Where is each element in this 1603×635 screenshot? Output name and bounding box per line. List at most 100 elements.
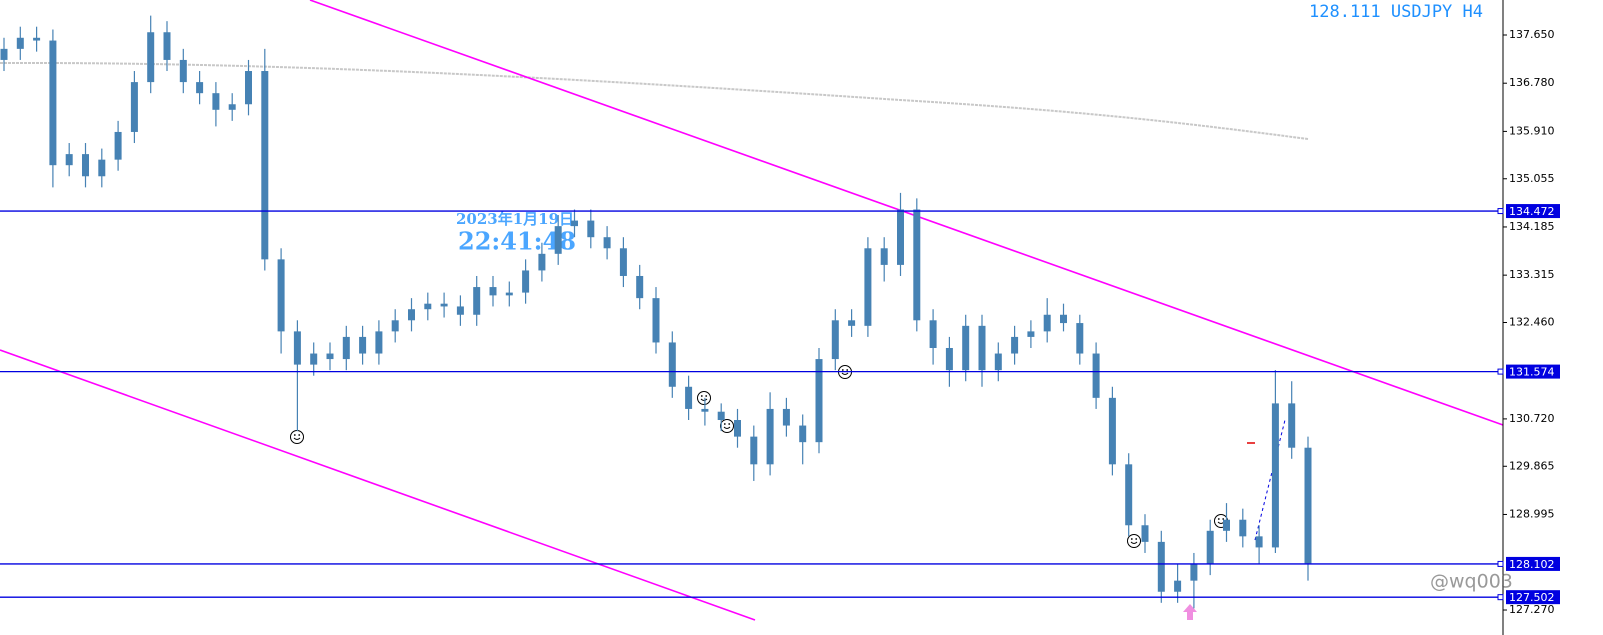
candle-body — [130, 82, 138, 132]
level-handle — [1497, 208, 1504, 215]
smiley-icon — [700, 395, 703, 397]
level-label: 127.502 — [1509, 591, 1555, 604]
smiley-icon — [293, 437, 301, 440]
watermark: @wq003 — [1430, 571, 1513, 593]
level-handle — [1497, 594, 1504, 601]
candle-body — [456, 306, 464, 315]
drawings — [0, 0, 1504, 621]
candle-body — [0, 48, 8, 60]
candle-body — [49, 40, 57, 166]
projection-line — [1254, 419, 1286, 541]
y-tick-label: 135.910 — [1509, 124, 1555, 137]
candle-body — [1125, 464, 1133, 526]
candle-body — [652, 298, 660, 343]
candle-body — [1043, 314, 1051, 332]
candle-body — [82, 154, 89, 177]
candle-body — [1092, 353, 1100, 398]
smiley-icon — [1130, 541, 1138, 544]
smiley-icon — [723, 426, 731, 429]
smiley-icon — [697, 391, 711, 405]
level-label-bg — [1506, 556, 1560, 571]
y-tick-label: 127.270 — [1509, 603, 1555, 616]
candle-body — [98, 159, 106, 177]
candle-body — [636, 275, 644, 299]
candle-body — [913, 209, 921, 321]
candle-body — [277, 259, 285, 332]
candle-body — [1027, 331, 1035, 337]
candle-body — [1174, 580, 1182, 592]
candle-body — [929, 320, 937, 348]
candle-body — [897, 209, 904, 265]
candle-body — [359, 336, 367, 354]
candle-body — [65, 154, 73, 166]
candle-body — [750, 436, 758, 465]
candle-body — [326, 353, 334, 360]
candle-body — [1288, 403, 1296, 448]
smiley-icon — [846, 369, 849, 371]
candle-body — [880, 248, 888, 265]
candle-body — [16, 37, 24, 49]
y-tick-label: 134.185 — [1509, 220, 1555, 233]
level-label: 134.472 — [1509, 205, 1555, 218]
candle-body — [1141, 525, 1149, 542]
candle-body — [310, 353, 318, 365]
smiley-icon — [290, 430, 304, 444]
trend-line — [309, 0, 1504, 426]
candle-body — [342, 336, 350, 360]
candle-body — [1108, 397, 1116, 465]
candle-body — [1304, 447, 1312, 564]
candle-body — [1255, 536, 1263, 548]
candle-body — [196, 82, 204, 94]
candle-body — [1223, 519, 1230, 531]
candle-body — [571, 220, 578, 227]
level-label: 128.102 — [1509, 558, 1555, 571]
smiley-icon — [1222, 518, 1225, 520]
symbol-title: 128.111 USDJPY H4 — [1309, 2, 1483, 22]
candle-body — [473, 287, 481, 315]
candle-body — [587, 220, 595, 238]
smiley-icon — [723, 423, 726, 425]
smiley-icon — [720, 419, 734, 433]
candle-body — [864, 248, 872, 326]
level-handle — [1497, 368, 1504, 375]
level-label-bg — [1506, 364, 1560, 379]
level-label: 131.574 — [1509, 366, 1555, 379]
smiley-icon — [1130, 538, 1133, 540]
candle-body — [799, 425, 807, 443]
candle-body — [391, 320, 399, 332]
level-handle — [1497, 560, 1504, 567]
candle-body — [33, 37, 41, 41]
candle-body — [212, 93, 220, 110]
candle-body — [1060, 314, 1067, 324]
candle-body — [489, 287, 497, 296]
smiley-icon — [1217, 518, 1220, 520]
candle-body — [538, 253, 546, 271]
smiley-icon — [1135, 538, 1138, 540]
candle-body — [245, 71, 252, 105]
candle-body — [734, 420, 741, 437]
candle-body — [848, 320, 856, 326]
candle-body — [440, 303, 448, 307]
level-label-bg — [1506, 590, 1560, 605]
level-label-bg — [1506, 204, 1560, 219]
candle-body — [554, 226, 562, 254]
candle-body — [945, 347, 953, 371]
y-tick-label: 129.865 — [1509, 459, 1555, 472]
candle-body — [114, 131, 122, 160]
y-tick-label: 133.315 — [1509, 268, 1555, 281]
smiley-icon — [841, 372, 849, 375]
moving-average — [0, 61, 1309, 140]
candle-body — [685, 386, 693, 409]
candle-body — [375, 331, 383, 354]
smiley-icon — [705, 395, 708, 397]
candle-body — [815, 359, 823, 443]
candle-body — [147, 32, 155, 83]
candle-body — [978, 325, 986, 371]
candle-body — [163, 32, 171, 60]
timestamp-date: 2023年1月19日 — [456, 210, 574, 228]
smiley-icon — [1127, 534, 1141, 548]
candle-body — [179, 59, 187, 83]
candle-body — [619, 248, 627, 276]
candle-body — [994, 353, 1002, 371]
